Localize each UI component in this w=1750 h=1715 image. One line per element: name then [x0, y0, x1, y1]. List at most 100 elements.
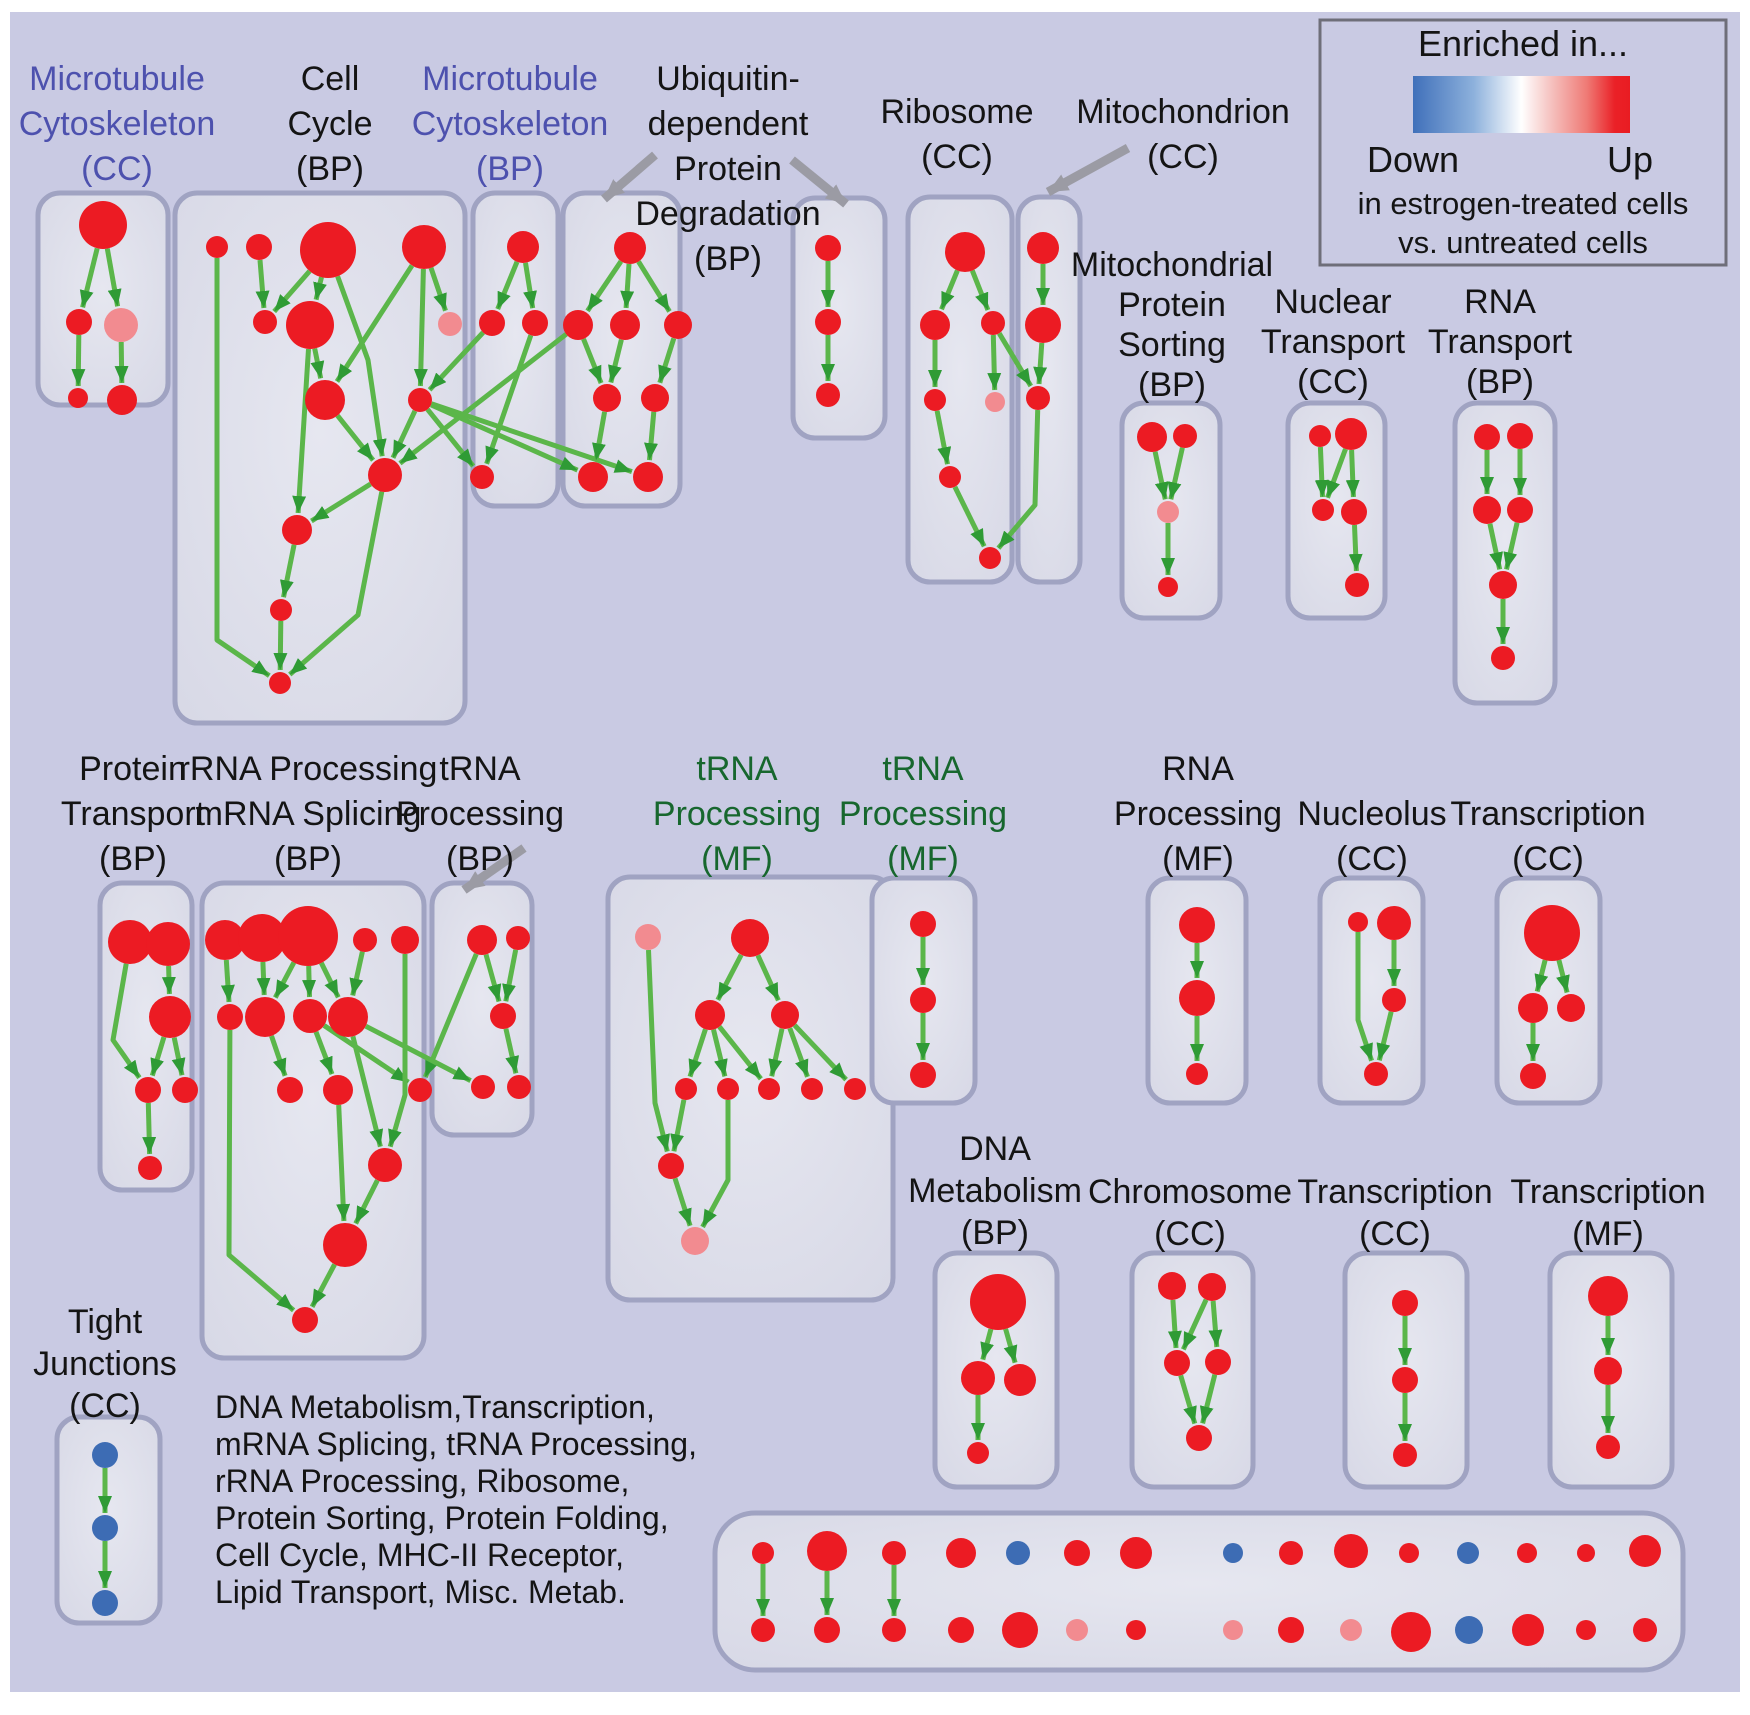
gene-node-q1 [1348, 912, 1368, 932]
gene-node-m4 [471, 1075, 495, 1099]
edge-b12-b13 [273, 620, 288, 671]
edge-f6-f7 [952, 485, 987, 548]
edge-b9-c4 [425, 407, 476, 468]
label-dna-metabolism-line-2: Metabolism [908, 1172, 1082, 1210]
edge-q1-q4 [1355, 932, 1374, 1062]
edge-f4-f6 [934, 410, 952, 465]
label-mitochondrion-line-1: Mitochondrion [1076, 93, 1290, 131]
gene-node-u1 [1392, 1290, 1418, 1316]
category-box-chromosome [1129, 1250, 1256, 1490]
label-cluster-list-line-4: Protein Sorting, Protein Folding, [215, 1500, 669, 1536]
legend-down-label: Down [1367, 139, 1459, 180]
gene-node-n9 [844, 1078, 866, 1100]
gene-node-l8 [293, 999, 327, 1033]
edge-l8-l12 [322, 1023, 410, 1085]
gene-node-c1 [507, 231, 539, 263]
label-rrna-mrna-splicing-line-1: rRNA Processing [179, 750, 438, 788]
gene-node-b13 [269, 672, 291, 694]
gene-node-m1 [467, 925, 497, 955]
gene-node-r3 [1557, 994, 1585, 1022]
label-trna-processing-bp-line-1: tRNA [439, 750, 521, 788]
gene-node-n1 [635, 924, 661, 950]
label-cluster-list-line-6: Lipid Transport, Misc. Metab. [215, 1574, 626, 1610]
edge-t4-t5 [1199, 1373, 1218, 1425]
label-microtubule-cc-line-1: Microtubule [29, 60, 205, 98]
gene-node-n7 [758, 1078, 780, 1100]
gene-node-j6 [1491, 646, 1515, 670]
label-rrna-mrna-splicing-line-2: mRNA Splicing [195, 795, 422, 833]
label-chromosome: Chromosome (CC) [1088, 1173, 1292, 1253]
gene-node-g1 [1027, 232, 1059, 264]
label-microtubule-cc-line-3: (CC) [81, 150, 153, 188]
gene-node-h3 [1157, 501, 1179, 523]
gene-node-x4b [948, 1617, 974, 1643]
label-ribosome-line-2: (CC) [921, 138, 993, 176]
gene-node-n5 [675, 1078, 697, 1100]
edge-n5-n10 [670, 1099, 687, 1152]
label-protein-transport-line-3: (BP) [99, 840, 167, 878]
gene-node-d6 [641, 384, 669, 412]
edge-l9-l13 [350, 1035, 384, 1148]
edge-t2-t4 [1208, 1300, 1223, 1348]
gene-node-s4 [967, 1442, 989, 1464]
label-microtubule-bp-line-3: (BP) [476, 150, 544, 188]
edge-l9-m4 [364, 1023, 472, 1083]
gene-node-c4 [470, 465, 494, 489]
gene-node-l6 [217, 1004, 243, 1030]
edge-b6-b11 [292, 348, 311, 514]
edge-h1-h3 [1152, 451, 1169, 500]
gene-node-r4 [1520, 1063, 1546, 1089]
label-nucleolus: Nucleolus (CC) [1297, 795, 1446, 878]
gene-node-m5 [507, 1075, 531, 1099]
gene-node-n6 [717, 1078, 739, 1100]
edge-i2-i3 [1325, 448, 1348, 499]
gene-node-b8 [305, 380, 345, 420]
label-mitochondrion-line-2: (CC) [1147, 138, 1219, 176]
label-tight-junctions-line-2: Junctions [33, 1345, 177, 1383]
gene-node-e3 [816, 383, 840, 407]
gene-node-l12 [408, 1078, 432, 1102]
category-box-mixed-categories [712, 1510, 1686, 1673]
label-microtubule-cc-line-2: Cytoskeleton [19, 105, 216, 143]
label-rna-processing-mf: RNA Processing (MF) [1114, 750, 1282, 878]
edge-l8-l11 [313, 1031, 335, 1075]
label-rrna-mrna-splicing: rRNA Processing mRNA Splicing (BP) [179, 750, 438, 878]
gene-node-b4 [402, 225, 446, 269]
gene-node-x2t [807, 1531, 847, 1571]
label-mitochondrial-protein-sorting-line-4: (BP) [1138, 366, 1206, 404]
label-nuclear-transport-line-1: Nuclear [1274, 283, 1391, 321]
edge-g2-g3 [1033, 342, 1048, 385]
gene-node-g2 [1025, 307, 1061, 343]
edge-k3-k5 [171, 1037, 186, 1076]
gene-node-r2 [1518, 993, 1548, 1023]
label-protein-transport: Protein Transport (BP) [61, 750, 206, 878]
label-rna-processing-mf-line-1: RNA [1162, 750, 1234, 788]
legend: Enriched in... Down Up in estrogen-treated … [1318, 18, 1728, 267]
gene-node-x7b [1126, 1620, 1146, 1640]
edge-d1-d4 [636, 260, 672, 313]
edge-n4-n7 [768, 1028, 785, 1077]
category-box-microtubule-bp [470, 190, 561, 509]
gene-node-n3 [695, 1000, 725, 1030]
gene-node-s2 [961, 1361, 995, 1395]
gene-node-b9 [408, 388, 432, 412]
edge-m1-m3 [483, 953, 502, 1003]
gene-node-l7 [245, 997, 285, 1037]
gene-node-w2 [92, 1515, 118, 1541]
label-mitochondrial-protein-sorting-line-2: Protein [1118, 286, 1226, 324]
label-cell-cycle-line-3: (BP) [296, 150, 364, 188]
edge-l13-l14 [353, 1179, 380, 1225]
edge-t2-t3 [1181, 1298, 1209, 1351]
gene-node-l9 [328, 997, 368, 1037]
gene-node-l11 [323, 1075, 353, 1105]
edge-d5-d7 [592, 411, 608, 461]
edge-a1-a3 [104, 248, 122, 307]
gene-node-x5b [1002, 1612, 1038, 1648]
edge-l1-l6 [220, 959, 235, 1003]
label-trna-processing-mf-1-line-1: tRNA [696, 750, 778, 788]
label-nuclear-transport-line-2: Transport [1261, 323, 1406, 361]
edge-s1-s3 [1003, 1328, 1018, 1364]
gene-node-s1 [970, 1274, 1026, 1330]
label-ubiquitin-degradation-line-5: (BP) [694, 240, 762, 278]
